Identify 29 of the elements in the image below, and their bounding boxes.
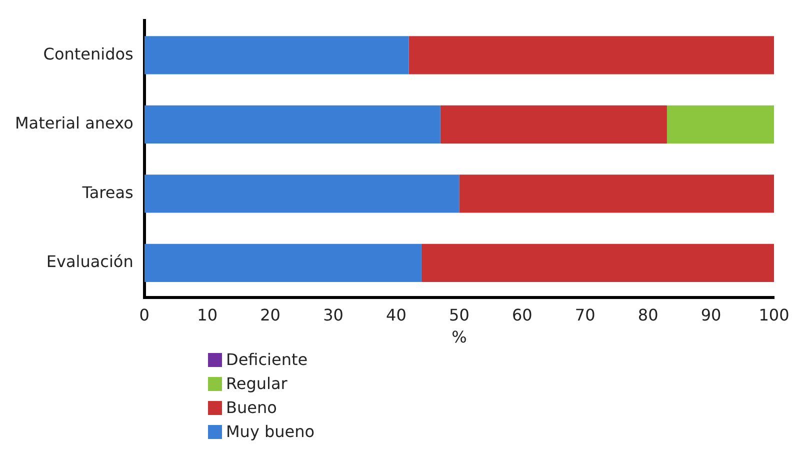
y-tick-label: Tareas [81,182,134,202]
bar [144,174,460,213]
bar [144,244,422,282]
y-tick-label: Evaluación [46,252,134,272]
bar [459,174,774,213]
bar [440,105,667,144]
x-tick-label: 0 [139,305,150,324]
legend-label: Regular [226,373,288,395]
x-tick-label: 30 [323,305,344,324]
x-tick-label: 10 [197,305,218,324]
legend-label: Deficiente [226,349,308,371]
bar [144,105,440,144]
x-axis-title: % [452,328,467,347]
legend-label: Bueno [226,397,277,419]
legend-label: Muy bueno [226,421,315,443]
bar [144,36,409,74]
x-tick-label: 60 [512,305,532,324]
x-tick-label: 20 [260,305,280,324]
x-tick-label: 50 [449,305,470,324]
y-tick-label: Material anexo [15,114,134,133]
x-tick-label: 40 [386,305,406,324]
x-tick-label: 80 [638,305,658,324]
bar [666,105,774,144]
y-tick-label: Contenidos [43,44,134,64]
x-tick-label: 70 [574,305,596,324]
x-tick-label: 90 [700,305,722,324]
bar [408,36,774,74]
x-tick-label: 100 [758,305,790,324]
bar [421,244,774,282]
